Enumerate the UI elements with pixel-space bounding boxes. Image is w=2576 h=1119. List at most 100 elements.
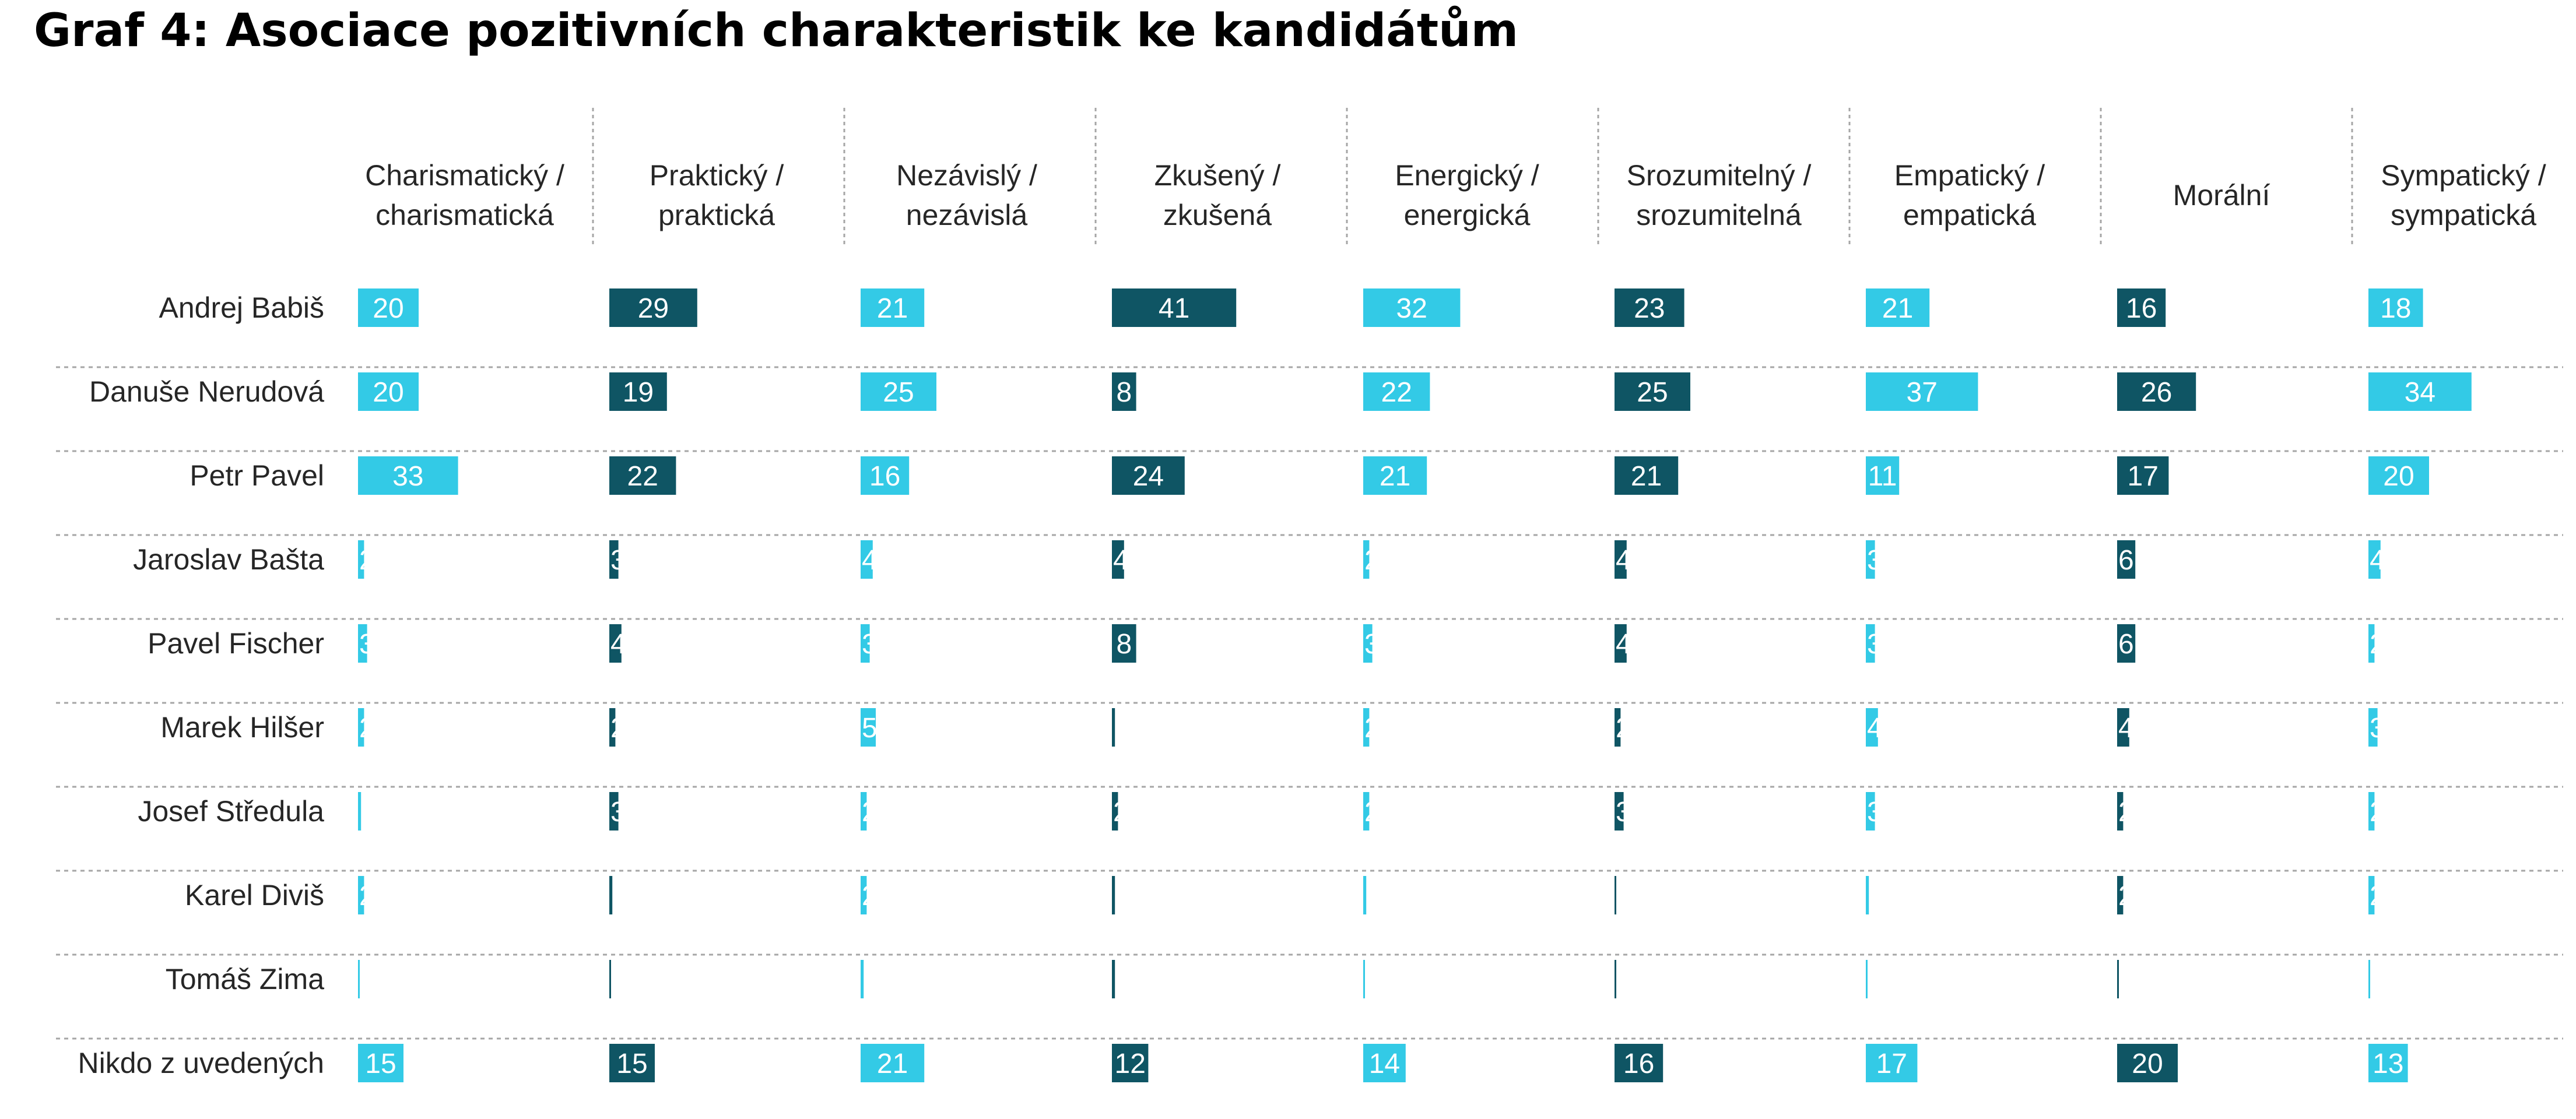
bar-r6-c3 (861, 708, 876, 747)
bar-r1-c1 (358, 288, 419, 327)
bar-label-r5-c4: 8 (1116, 629, 1132, 660)
bar-r5-c6 (1615, 624, 1627, 663)
bar-label-r7-c3: 2 (862, 797, 878, 828)
bar-r6-c1 (358, 708, 364, 747)
bar-r5-c9 (2368, 624, 2375, 663)
bar-r1-c6 (1615, 288, 1684, 327)
bar-r4-c1 (358, 540, 364, 579)
bar-label-r7-c6: 3 (1616, 797, 1631, 828)
bar-r2-c5 (1363, 372, 1430, 411)
bar-r7-c6 (1615, 792, 1624, 831)
bar-r2-c2 (609, 372, 667, 411)
bar-label-r2-c1: 20 (373, 377, 403, 408)
bar-r4-c3 (861, 540, 873, 579)
bar-label-r3-c2: 22 (627, 461, 658, 492)
bar-r4-c2 (609, 540, 619, 579)
bar-label-r1-c4: 41 (1159, 293, 1189, 324)
bar-r6-c5 (1363, 708, 1370, 747)
bar-r9-c9 (2368, 960, 2370, 998)
bar-r3-c3 (861, 456, 910, 495)
bar-r10-c6 (1615, 1044, 1663, 1082)
bar-r5-c1 (358, 624, 367, 663)
bar-label-r10-c3: 21 (877, 1048, 908, 1079)
bar-label-r3-c3: 16 (869, 461, 900, 492)
bar-label-r5-c2: 4 (610, 629, 626, 660)
bar-r10-c9 (2368, 1044, 2408, 1082)
bar-label-r5-c1: 3 (359, 629, 375, 660)
bar-label-r5-c6: 4 (1616, 629, 1631, 660)
bar-r5-c4 (1112, 624, 1136, 663)
bar-label-r4-c1: 2 (359, 545, 375, 576)
bar-r1-c2 (609, 288, 697, 327)
bar-r1-c5 (1363, 288, 1461, 327)
bar-label-r6-c9: 3 (2370, 713, 2385, 744)
bar-r9-c3 (861, 960, 864, 998)
bar-r5-c2 (609, 624, 622, 663)
bar-r8-c6 (1615, 876, 1616, 914)
bar-label-r10-c9: 13 (2373, 1048, 2403, 1079)
bar-r1-c8 (2117, 288, 2166, 327)
bar-label-r7-c7: 3 (1867, 797, 1883, 828)
bar-label-r10-c4: 12 (1115, 1048, 1146, 1079)
bar-label-r2-c9: 34 (2405, 377, 2435, 408)
bar-label-r1-c6: 23 (1634, 293, 1665, 324)
bar-r4-c5 (1363, 540, 1370, 579)
bar-label-r3-c5: 21 (1380, 461, 1410, 492)
row-label-8: Karel Diviš (185, 879, 324, 912)
bar-label-r5-c3: 3 (862, 629, 878, 660)
chart-title: Graf 4: Asociace pozitivních charakteris… (34, 5, 1518, 57)
bar-label-r4-c5: 2 (1364, 545, 1380, 576)
bar-label-r6-c2: 2 (610, 713, 626, 744)
column-header-3: Nezávislý / nezávislá (896, 159, 1037, 231)
bar-r6-c4 (1112, 708, 1115, 747)
bar-r8-c1 (358, 876, 364, 914)
bar-label-r2-c3: 25 (883, 377, 914, 408)
bar-label-r7-c1: 1 (359, 797, 375, 828)
bar-label-r2-c4: 8 (1116, 377, 1132, 408)
row-label-7: Josef Středula (138, 795, 324, 828)
bar-label-r8-c7: 1 (1867, 881, 1883, 912)
bar-label-r6-c8: 4 (2118, 713, 2134, 744)
bar-label-r5-c5: 3 (1364, 629, 1380, 660)
bar-label-r6-c5: 2 (1364, 713, 1380, 744)
bar-r8-c3 (861, 876, 867, 914)
bar-label-r8-c8: 2 (2118, 881, 2134, 912)
row-label-4: Jaroslav Bašta (133, 543, 324, 576)
bar-r5-c7 (1866, 624, 1875, 663)
bar-r9-c7 (1866, 960, 1868, 998)
bar-r1-c7 (1866, 288, 1930, 327)
bar-label-r8-c9: 2 (2370, 881, 2385, 912)
column-header-5: Energický / energická (1395, 159, 1539, 231)
bar-label-r2-c7: 37 (1907, 377, 1938, 408)
column-header-6: Srozumitelný / srozumitelná (1627, 159, 1812, 231)
column-header-9: Sympatický / sympatická (2381, 159, 2546, 231)
bar-r2-c7 (1866, 372, 1978, 411)
bar-r9-c1 (358, 960, 360, 998)
bar-label-r10-c5: 14 (1369, 1048, 1400, 1079)
bar-r7-c1 (358, 792, 362, 831)
bar-r2-c8 (2117, 372, 2196, 411)
bar-label-r4-c4: 4 (1113, 545, 1129, 576)
bar-label-r7-c4: 2 (1113, 797, 1129, 828)
bar-label-r10-c6: 16 (1623, 1048, 1654, 1079)
bar-r5-c5 (1363, 624, 1373, 663)
bar-r9-c6 (1615, 960, 1616, 998)
bar-r3-c6 (1615, 456, 1679, 495)
bar-r6-c9 (2368, 708, 2378, 747)
bar-r10-c7 (1866, 1044, 1918, 1082)
bar-r9-c5 (1363, 960, 1365, 998)
bar-r4-c4 (1112, 540, 1124, 579)
bar-label-r6-c4: 1 (1113, 713, 1129, 744)
bar-r10-c2 (609, 1044, 655, 1082)
column-header-2: Praktický / praktická (650, 159, 784, 231)
bar-r10-c1 (358, 1044, 403, 1082)
bar-label-r7-c8: 2 (2118, 797, 2134, 828)
bar-r1-c9 (2368, 288, 2423, 327)
bar-r7-c5 (1363, 792, 1370, 831)
bar-label-r6-c6: 2 (1616, 713, 1631, 744)
bar-r4-c9 (2368, 540, 2381, 579)
bar-label-r4-c3: 4 (862, 545, 878, 576)
row-label-3: Petr Pavel (189, 459, 324, 492)
column-header-8: Morální (2173, 179, 2270, 212)
bar-r2-c6 (1615, 372, 1690, 411)
